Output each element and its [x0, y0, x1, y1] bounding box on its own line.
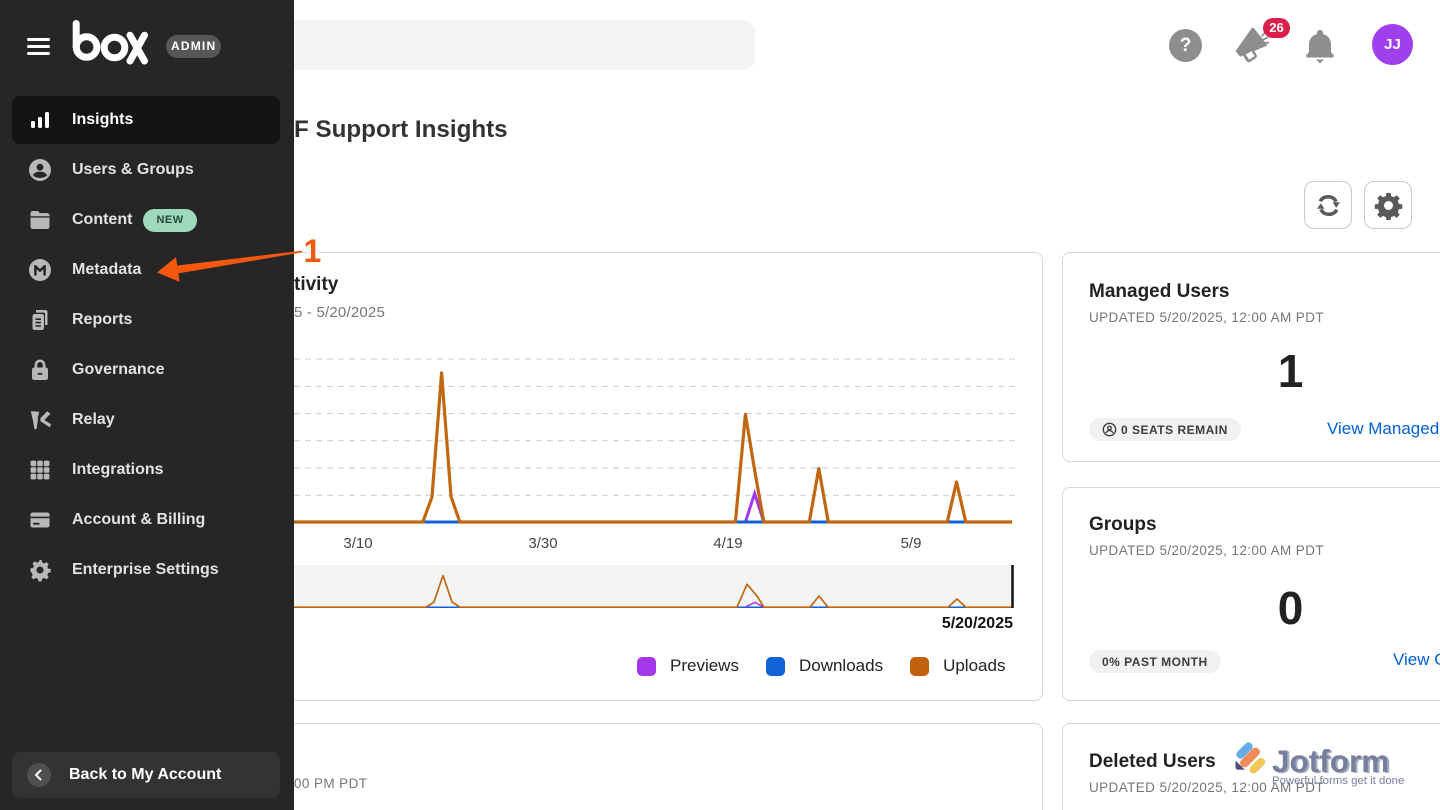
svg-text:Powerful forms get it done: Powerful forms get it done — [1272, 775, 1404, 787]
svg-text:5/9: 5/9 — [901, 535, 922, 552]
svg-text:1: 1 — [304, 233, 322, 269]
svg-text:5/20/2025: 5/20/2025 — [942, 615, 1013, 630]
svg-text:3/10: 3/10 — [343, 535, 372, 552]
svg-text:4/19: 4/19 — [713, 535, 742, 552]
svg-text:Jotform: Jotform — [1272, 743, 1389, 779]
svg-text:3/30: 3/30 — [528, 535, 557, 552]
svg-text:Jotform: Jotform — [1274, 744, 1391, 780]
